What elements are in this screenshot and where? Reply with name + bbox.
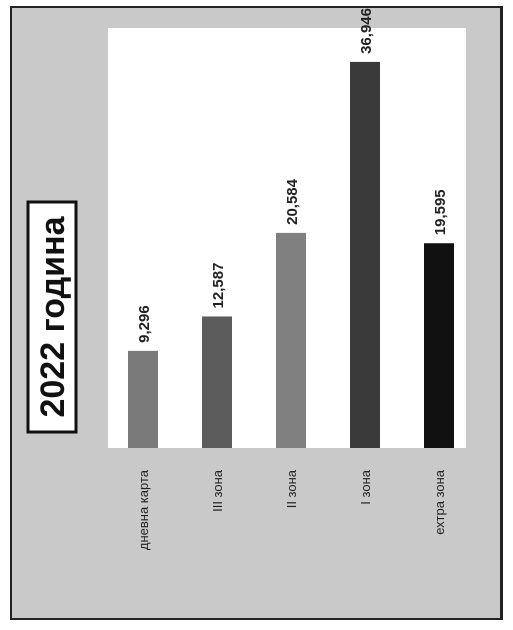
category-label-1: дневна карта <box>136 469 151 550</box>
data-label-3: 20,584 <box>284 178 301 225</box>
category-label-5: ехтра зона <box>432 469 447 535</box>
bar-3 <box>276 232 306 448</box>
chart-frame: 2022 година 9,296 12,587 20,584 36,946 19,59… <box>10 6 503 620</box>
category-label-2: III зона <box>210 469 225 512</box>
bar-2 <box>202 316 232 448</box>
category-label-3: II зона <box>284 469 299 508</box>
bar-5 <box>424 243 454 448</box>
bar-1 <box>128 350 158 448</box>
chart-title: 2022 година <box>34 215 72 417</box>
data-label-2: 12,587 <box>210 263 227 309</box>
data-label-5: 19,595 <box>432 189 449 235</box>
data-label-1: 9,296 <box>136 305 153 343</box>
data-label-4: 36,946 <box>358 8 375 54</box>
category-label-4: I зона <box>358 469 373 504</box>
bar-chart: 2022 година 9,296 12,587 20,584 36,946 19,59… <box>26 8 466 550</box>
bar-4 <box>350 61 380 448</box>
title-box: 2022 година <box>26 200 78 434</box>
